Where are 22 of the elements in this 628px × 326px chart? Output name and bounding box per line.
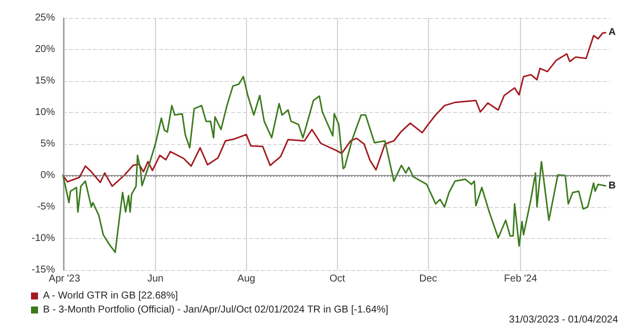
y-tick-label: 10% bbox=[34, 107, 56, 118]
y-tick-label: -5% bbox=[37, 202, 56, 212]
text: 31/03/2023 - 01/04/2024 bbox=[509, 314, 618, 326]
y-tick-label: -10% bbox=[32, 233, 56, 244]
x-tick-label: Apr '23 bbox=[48, 274, 81, 284]
x-tick-label: Feb '24 bbox=[504, 274, 538, 284]
y-tick-label: 15% bbox=[34, 76, 56, 86]
line-series bbox=[62, 76, 606, 254]
y-tick-label: -15% bbox=[32, 264, 56, 276]
x-tick-label: Jun bbox=[147, 274, 164, 284]
y-tick-label: 0% bbox=[40, 170, 56, 181]
y-tick-label: 25% bbox=[34, 12, 56, 24]
x-tick-label: Dec bbox=[419, 274, 438, 284]
y-tick-label: 20% bbox=[34, 44, 56, 55]
annotation: A bbox=[608, 27, 616, 38]
line-series bbox=[62, 32, 606, 187]
legend-label: A - World GTR in GB [22.68%] bbox=[43, 290, 178, 302]
x-tick-label: Aug bbox=[237, 274, 256, 284]
y-tick-label: 5% bbox=[40, 138, 56, 150]
x-tick-label: Oct bbox=[329, 274, 346, 284]
annotation: B bbox=[608, 180, 616, 192]
legend-label: B - 3-Month Portfolio (Official) - Jan/Apr/Jul/Oct 02/01/2024 TR in GB [-1.64%] bbox=[43, 304, 389, 316]
